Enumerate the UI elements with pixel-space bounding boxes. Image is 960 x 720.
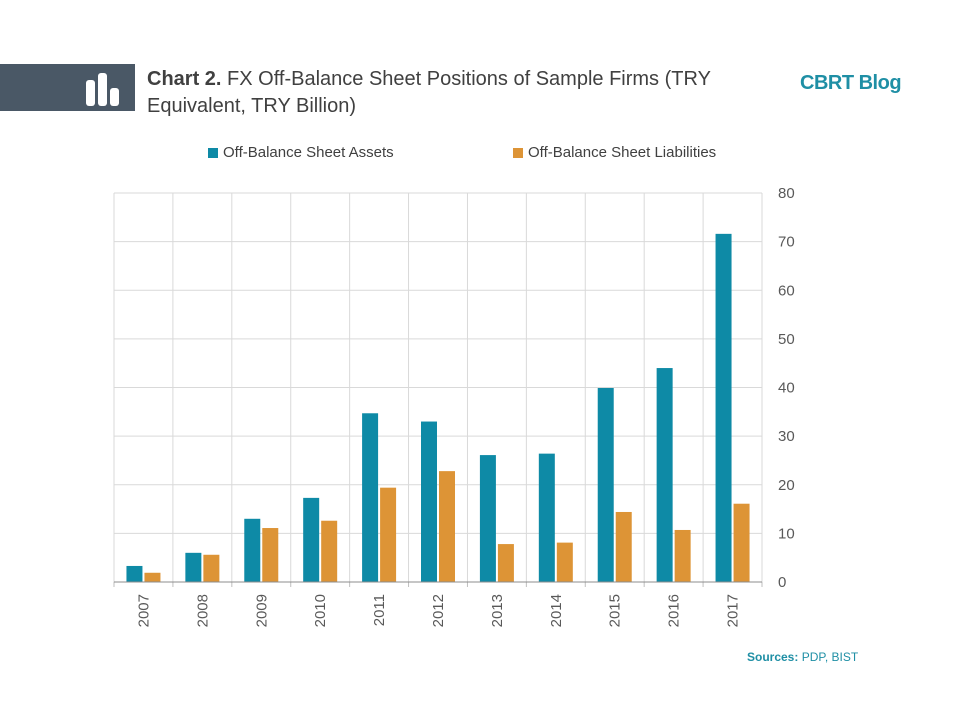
bar-assets bbox=[303, 497, 320, 582]
chart-title: Chart 2. FX Off-Balance Sheet Positions … bbox=[147, 66, 767, 120]
sources-text: PDP, BIST bbox=[798, 650, 859, 664]
sources-note: Sources: PDP, BIST bbox=[747, 650, 858, 664]
y-tick-label: 10 bbox=[778, 525, 795, 542]
legend-label-liabilities: Off-Balance Sheet Liabilities bbox=[528, 144, 717, 161]
x-tick-label: 2012 bbox=[430, 594, 447, 627]
bar-assets bbox=[126, 565, 143, 582]
x-tick-label: 2015 bbox=[607, 594, 624, 627]
brand-logo: CBRT Blog bbox=[800, 72, 902, 94]
bar-assets bbox=[185, 552, 202, 582]
bar-assets bbox=[656, 368, 673, 582]
y-tick-label: 70 bbox=[778, 234, 795, 251]
bar-liabilities bbox=[615, 511, 632, 582]
bar-assets bbox=[715, 233, 732, 582]
x-tick-label: 2007 bbox=[135, 594, 152, 627]
x-tick-label: 2013 bbox=[489, 594, 506, 627]
bar-liabilities bbox=[144, 572, 161, 582]
legend-item-liabilities: Off-Balance Sheet Liabilities bbox=[513, 144, 716, 161]
y-tick-label: 30 bbox=[778, 428, 795, 445]
bar-assets bbox=[538, 453, 555, 582]
bar-assets bbox=[479, 455, 496, 582]
bar-assets bbox=[421, 421, 437, 582]
bar-liabilities bbox=[262, 528, 279, 582]
bar-liabilities bbox=[674, 529, 691, 582]
chart-title-lead: Chart 2. bbox=[147, 68, 222, 90]
bar-chart-icon bbox=[86, 73, 119, 106]
legend-item-assets: Off-Balance Sheet Assets bbox=[208, 144, 394, 161]
x-tick-label: 2016 bbox=[666, 594, 683, 627]
x-tick-label: 2017 bbox=[725, 594, 742, 627]
bar-liabilities bbox=[497, 544, 514, 582]
x-tick-label: 2011 bbox=[371, 594, 388, 626]
legend-swatch-assets bbox=[208, 147, 218, 158]
bar-assets bbox=[362, 413, 379, 582]
legend-swatch-liabilities bbox=[513, 147, 523, 158]
y-tick-label: 0 bbox=[778, 574, 786, 591]
bar-liabilities bbox=[203, 554, 220, 582]
bar-liabilities bbox=[556, 542, 573, 582]
chart-legend: Off-Balance Sheet Assets Off-Balance She… bbox=[0, 144, 960, 164]
chart-title-text: FX Off-Balance Sheet Positions of Sample… bbox=[147, 68, 711, 117]
x-tick-label: 2010 bbox=[312, 594, 329, 627]
bar-liabilities bbox=[439, 471, 455, 582]
y-tick-label: 80 bbox=[778, 185, 795, 202]
bar-assets bbox=[597, 387, 614, 582]
bar-liabilities bbox=[321, 520, 338, 582]
bar-liabilities bbox=[733, 503, 750, 582]
y-tick-label: 50 bbox=[778, 331, 795, 348]
x-tick-label: 2008 bbox=[194, 594, 211, 627]
y-tick-label: 60 bbox=[778, 282, 795, 299]
bar-assets bbox=[244, 518, 261, 582]
legend-label-assets: Off-Balance Sheet Assets bbox=[223, 144, 394, 161]
sources-label: Sources: bbox=[747, 650, 799, 664]
y-tick-label: 40 bbox=[778, 380, 795, 397]
x-tick-label: 2014 bbox=[548, 594, 565, 627]
x-tick-label: 2009 bbox=[253, 594, 270, 627]
bar-liabilities bbox=[380, 487, 397, 582]
y-tick-label: 20 bbox=[778, 477, 795, 494]
